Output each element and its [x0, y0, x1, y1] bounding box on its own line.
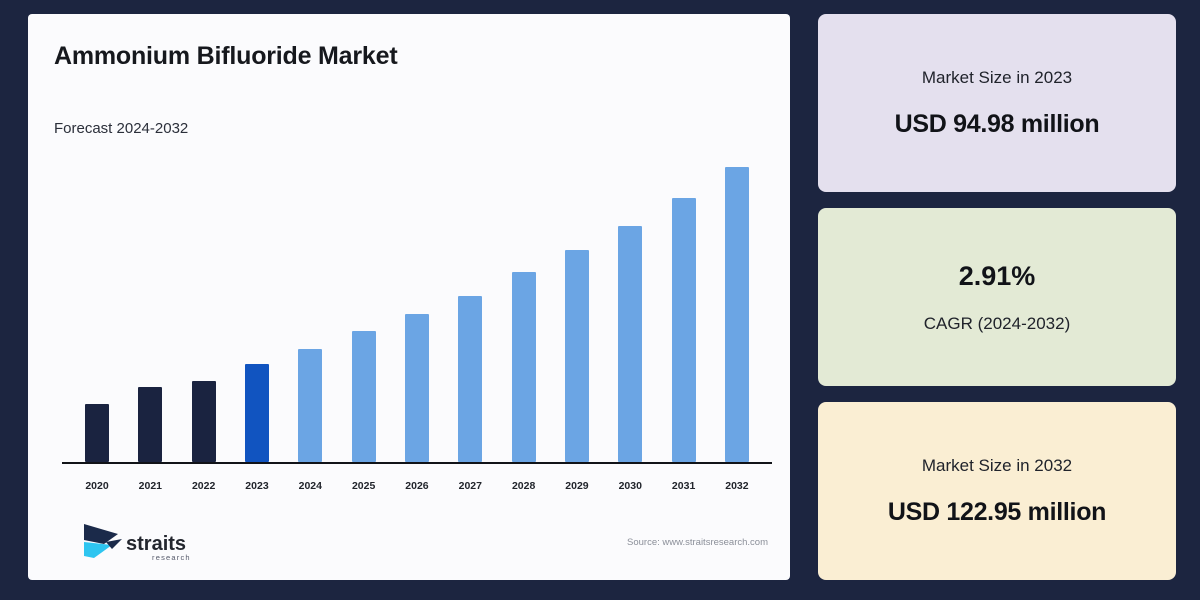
logo-mark-icon: straits research	[84, 524, 191, 562]
card-value-market-size-2032: USD 122.95 million	[887, 497, 1107, 526]
source-attribution: Source: www.straitsresearch.com	[627, 537, 768, 548]
x-axis-line	[62, 462, 772, 464]
x-tick-2022: 2022	[191, 480, 216, 492]
x-tick-2023: 2023	[245, 480, 269, 492]
x-tick-2029: 2029	[565, 480, 589, 492]
x-tick-2031: 2031	[671, 480, 696, 492]
x-tick-2021: 2021	[138, 480, 162, 492]
page-title: Ammonium Bifluoride Market	[54, 42, 398, 70]
bar-2026	[404, 314, 429, 462]
chart-plot-area	[62, 164, 772, 462]
bar-slot	[554, 164, 600, 462]
x-tick-2027: 2027	[458, 480, 482, 492]
x-tick-2032: 2032	[725, 480, 749, 492]
x-tick-2024: 2024	[298, 480, 322, 492]
bar-2027	[458, 296, 483, 462]
bar-2032	[724, 167, 749, 462]
x-tick-2028: 2028	[511, 480, 536, 492]
bar-slot	[74, 164, 120, 462]
bar-slot	[181, 164, 227, 462]
bar-slot	[661, 164, 707, 462]
card-value-cagr: 2.91%	[958, 260, 1036, 291]
bar-slot	[287, 164, 333, 462]
bar-2031	[671, 198, 696, 462]
bar-2028	[511, 272, 536, 462]
card-label-cagr: CAGR (2024-2032)	[923, 313, 1071, 333]
x-tick-2030: 2030	[618, 480, 642, 492]
x-tick-2025: 2025	[351, 480, 376, 492]
card-cagr: 2.91% CAGR (2024-2032)	[818, 208, 1176, 386]
bar-slot	[607, 164, 653, 462]
bar-2029	[564, 250, 589, 462]
x-tick-2026: 2026	[405, 480, 429, 492]
bar-2023	[244, 364, 269, 462]
straits-research-logo[interactable]: straits research	[82, 518, 202, 570]
forecast-subtitle: Forecast 2024-2032	[54, 120, 189, 137]
bar-2021	[138, 387, 163, 462]
bar-chart: 2020 2021 2022 2023 2024 2025 2026 2027 2028 2029…	[62, 164, 772, 492]
bar-2024	[298, 349, 323, 462]
card-label-market-size-2032: Market Size in 2032	[921, 455, 1073, 475]
bar-slot	[127, 164, 173, 462]
bar-slot	[714, 164, 760, 462]
card-value-market-size-2023: USD 94.98 million	[894, 109, 1100, 138]
logo-tagline: research	[152, 553, 191, 562]
card-market-size-2023: Market Size in 2023 USD 94.98 million	[818, 14, 1176, 192]
bar-slot	[341, 164, 387, 462]
bar-2030	[618, 226, 643, 462]
bar-slot	[234, 164, 280, 462]
card-label-market-size-2023: Market Size in 2023	[921, 67, 1073, 87]
logo-wordmark: straits	[126, 533, 186, 555]
x-axis-labels: 2020 2021 2022 2023 2024 2025 2026 2027 2028 2029…	[62, 480, 772, 492]
bar-2022	[191, 381, 216, 462]
card-market-size-2032: Market Size in 2032 USD 122.95 million	[818, 402, 1176, 580]
stat-cards: Market Size in 2023 USD 94.98 million 2.91…	[818, 14, 1176, 580]
bar-2020	[85, 404, 109, 462]
x-tick-2020: 2020	[85, 480, 109, 492]
bar-slot	[394, 164, 440, 462]
bar-slot	[501, 164, 547, 462]
bar-2025	[351, 331, 376, 462]
bar-slot	[447, 164, 493, 462]
chart-panel: Ammonium Bifluoride Market Forecast 2024…	[28, 14, 790, 580]
